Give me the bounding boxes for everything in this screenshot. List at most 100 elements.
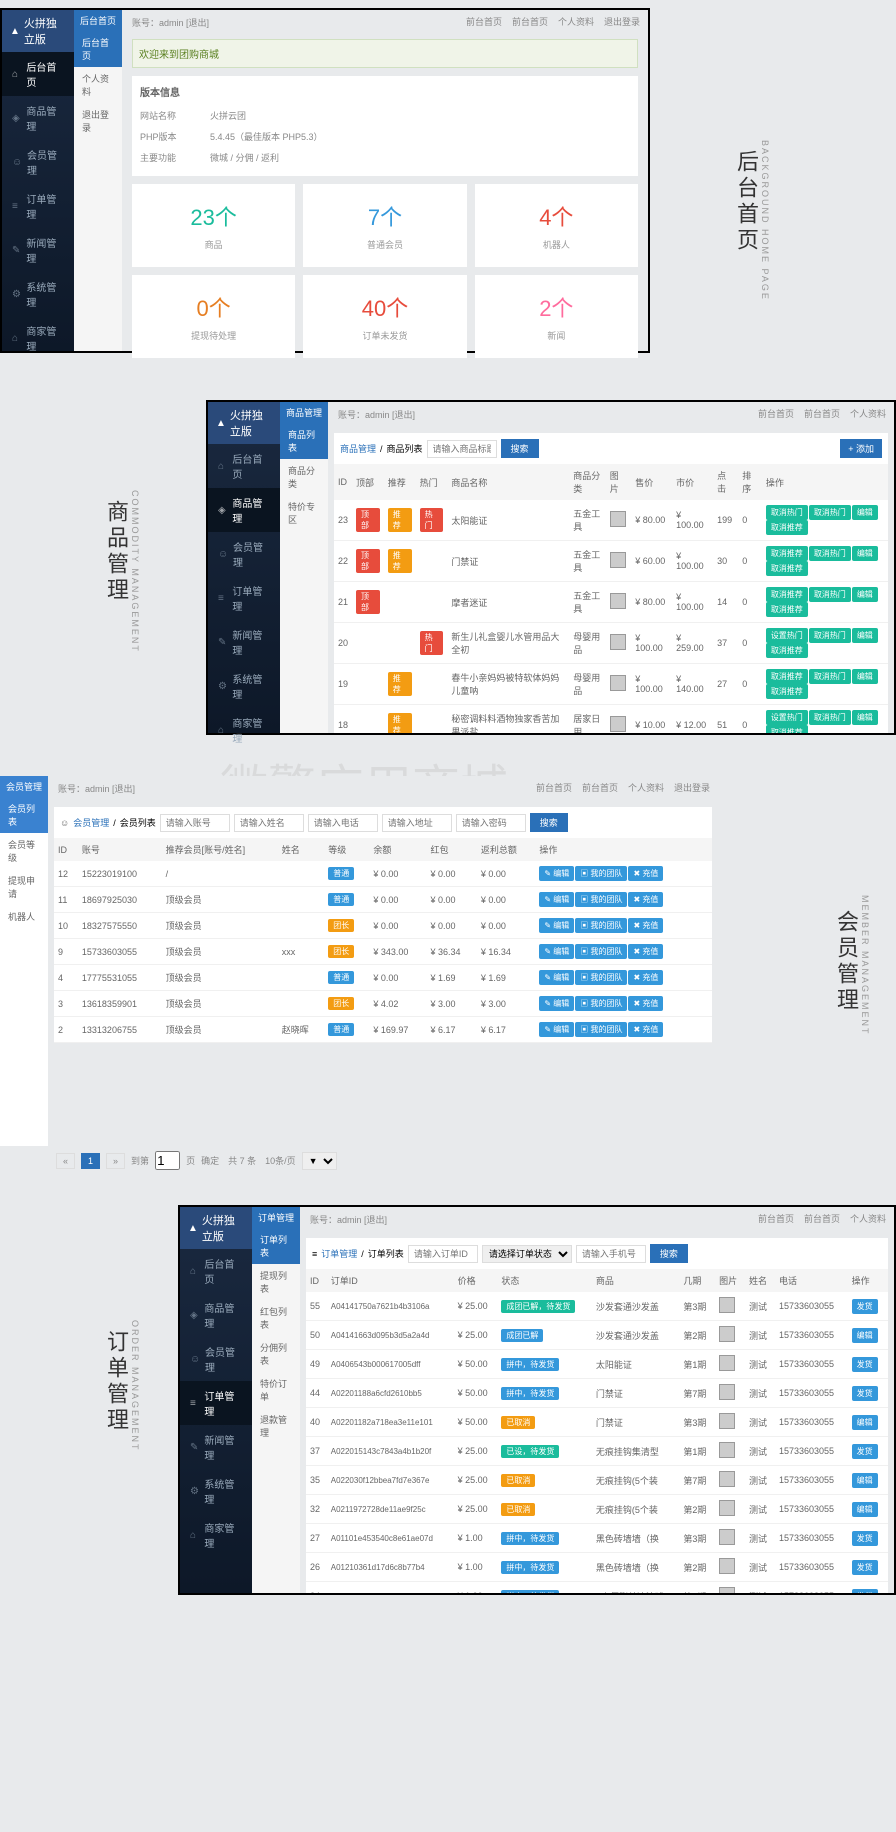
sub-item[interactable]: 机器人	[0, 905, 48, 928]
op-button[interactable]: 编辑	[852, 546, 878, 561]
sub-item[interactable]: 红包列表	[252, 1300, 300, 1336]
search-addr[interactable]	[382, 814, 452, 832]
op-button[interactable]: ✖ 充值	[628, 970, 663, 985]
op-button[interactable]: 编辑	[852, 587, 878, 602]
sidebar-item[interactable]: ⚙系统管理	[208, 664, 280, 708]
sub-item[interactable]: 分佣列表	[252, 1336, 300, 1372]
tag[interactable]: 推荐	[388, 672, 412, 696]
tag[interactable]: 热门	[420, 508, 444, 532]
sidebar-item[interactable]: ⌂商家管理	[208, 708, 280, 752]
sub-item[interactable]: 商品列表	[280, 423, 328, 459]
op-button[interactable]: ✖ 充值	[628, 892, 663, 907]
sub-item[interactable]: 退款管理	[252, 1408, 300, 1444]
search-account[interactable]	[160, 814, 230, 832]
op-button[interactable]: 发货	[852, 1357, 878, 1372]
op-button[interactable]: 取消热门	[809, 669, 851, 684]
tag[interactable]: 顶部	[356, 590, 380, 614]
sidebar-item[interactable]: ✎新闻管理	[208, 620, 280, 664]
op-button[interactable]: 编辑	[852, 1328, 878, 1343]
sidebar-item[interactable]: ✎新闻管理	[180, 1425, 252, 1469]
op-button[interactable]: ✎ 编辑	[539, 918, 574, 933]
sub-item[interactable]: 退出登录	[74, 103, 122, 139]
op-button[interactable]: ✎ 编辑	[539, 892, 574, 907]
op-button[interactable]: 取消推荐	[766, 725, 808, 733]
pager-goto-input[interactable]	[155, 1151, 180, 1170]
op-button[interactable]: ▣ 我的团队	[575, 944, 627, 959]
pager-page[interactable]: 1	[81, 1153, 100, 1169]
search-phone[interactable]	[308, 814, 378, 832]
sidebar-item[interactable]: ◈商品管理	[2, 96, 74, 140]
op-button[interactable]: 取消推荐	[766, 602, 808, 617]
search-pwd[interactable]	[456, 814, 526, 832]
op-button[interactable]: 取消热门	[809, 628, 851, 643]
sidebar-item[interactable]: ⌂商家管理	[2, 316, 74, 360]
search-button[interactable]: 搜索	[501, 439, 539, 458]
sidebar-item[interactable]: ✎新闻管理	[2, 228, 74, 272]
sub-item[interactable]: 提现列表	[252, 1264, 300, 1300]
tag[interactable]: 顶部	[356, 549, 380, 573]
op-button[interactable]: 取消推荐	[766, 587, 808, 602]
op-button[interactable]: 取消热门	[809, 546, 851, 561]
op-button[interactable]: 发货	[852, 1531, 878, 1546]
sub-item[interactable]: 商品分类	[280, 459, 328, 495]
op-button[interactable]: ▣ 我的团队	[575, 892, 627, 907]
op-button[interactable]: 取消热门	[809, 505, 851, 520]
sub-item[interactable]: 提现申请	[0, 869, 48, 905]
search-button[interactable]: 搜索	[530, 813, 568, 832]
tag[interactable]: 推荐	[388, 508, 412, 532]
op-button[interactable]: 发货	[852, 1560, 878, 1575]
tag[interactable]: 推荐	[388, 713, 412, 733]
sidebar-item[interactable]: ☺会员管理	[180, 1337, 252, 1381]
op-button[interactable]: 取消推荐	[766, 546, 808, 561]
op-button[interactable]: 发货	[852, 1589, 878, 1594]
op-button[interactable]: ✎ 编辑	[539, 996, 574, 1011]
op-button[interactable]: ✎ 编辑	[539, 866, 574, 881]
op-button[interactable]: ▣ 我的团队	[575, 996, 627, 1011]
op-button[interactable]: ✖ 充值	[628, 996, 663, 1011]
tag[interactable]: 热门	[420, 631, 444, 655]
search-phone[interactable]	[576, 1245, 646, 1263]
op-button[interactable]: 编辑	[852, 505, 878, 520]
status-select[interactable]: 请选择订单状态	[482, 1245, 572, 1263]
op-button[interactable]: 发货	[852, 1299, 878, 1314]
op-button[interactable]: 取消推荐	[766, 669, 808, 684]
op-button[interactable]: 设置热门	[766, 628, 808, 643]
sub-item[interactable]: 特价专区	[280, 495, 328, 531]
sub-item[interactable]: 会员列表	[0, 797, 48, 833]
op-button[interactable]: 编辑	[852, 669, 878, 684]
search-input[interactable]	[427, 440, 497, 458]
sidebar-item[interactable]: ⌂后台首页	[2, 52, 74, 96]
sidebar-item[interactable]: ≡订单管理	[2, 184, 74, 228]
sidebar-item[interactable]: ⚙系统管理	[180, 1469, 252, 1513]
pager-prev[interactable]: «	[56, 1153, 75, 1169]
op-button[interactable]: ▣ 我的团队	[575, 1022, 627, 1037]
op-button[interactable]: 编辑	[852, 1415, 878, 1430]
add-button[interactable]: + 添加	[840, 439, 882, 458]
op-button[interactable]: 取消推荐	[766, 520, 808, 535]
op-button[interactable]: 发货	[852, 1386, 878, 1401]
op-button[interactable]: 编辑	[852, 628, 878, 643]
op-button[interactable]: 编辑	[852, 1473, 878, 1488]
sidebar-item[interactable]: ⚙系统管理	[2, 272, 74, 316]
op-button[interactable]: 编辑	[852, 710, 878, 725]
sub-item[interactable]: 特价订单	[252, 1372, 300, 1408]
op-button[interactable]: ▣ 我的团队	[575, 970, 627, 985]
op-button[interactable]: ▣ 我的团队	[575, 918, 627, 933]
search-orderid[interactable]	[408, 1245, 478, 1263]
op-button[interactable]: 编辑	[852, 1502, 878, 1517]
tag[interactable]: 顶部	[356, 508, 380, 532]
op-button[interactable]: ✖ 充值	[628, 866, 663, 881]
pager-size[interactable]: ▼	[302, 1152, 337, 1170]
sidebar-item[interactable]: ☺会员管理	[2, 140, 74, 184]
sidebar-item[interactable]: ≡订单管理	[208, 576, 280, 620]
op-button[interactable]: ✖ 充值	[628, 944, 663, 959]
sidebar-item[interactable]: ≡订单管理	[180, 1381, 252, 1425]
sub-item[interactable]: 会员等级	[0, 833, 48, 869]
sidebar-item[interactable]: ◈商品管理	[180, 1293, 252, 1337]
pager-next[interactable]: »	[106, 1153, 125, 1169]
search-button[interactable]: 搜索	[650, 1244, 688, 1263]
op-button[interactable]: ✎ 编辑	[539, 944, 574, 959]
sidebar-item[interactable]: ⌂后台首页	[180, 1249, 252, 1293]
op-button[interactable]: 取消热门	[809, 710, 851, 725]
op-button[interactable]: 设置热门	[766, 710, 808, 725]
